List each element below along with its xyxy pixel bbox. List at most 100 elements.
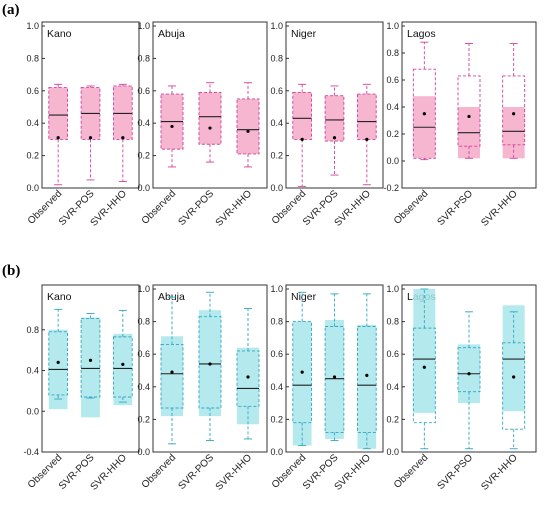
y-tick-label: 0.6 [26,86,39,96]
subplot-title: Kano [47,291,72,303]
y-tick-label: 0.6 [386,75,399,85]
subplot-title: Niger [291,28,317,40]
mean-marker [121,362,125,366]
category-label: SVR-HHO [479,452,520,493]
subplot-frame [41,21,140,189]
box-fill [292,92,312,140]
category-label: SVR-HHO [214,452,255,493]
mean-marker [170,370,174,374]
subplot-frame [285,21,384,189]
box-fill [292,321,312,446]
y-tick-label: 0.4 [137,382,150,392]
subplot-title: Niger [291,291,317,303]
y-tick-label: 0.0 [270,183,283,193]
mean-marker [422,112,426,116]
y-tick-label: 0.0 [386,156,399,166]
mean-marker [467,372,471,376]
mean-marker [56,136,60,140]
category-label: SVR-PSO [436,188,476,228]
y-tick-label: 0.2 [137,151,150,161]
category-label: SVR-POS [177,452,217,492]
box-fill [48,87,68,140]
subplot-title: Kano [47,28,72,40]
y-tick-label: 0.4 [137,118,150,128]
box-fill [113,85,133,140]
mean-marker [365,373,369,377]
y-tick-label: 0.2 [270,151,283,161]
panel-label-b: (b) [2,263,21,279]
y-tick-label: 0.4 [26,118,39,128]
subplot-frame [285,284,384,453]
y-tick-label: 0.8 [386,48,399,58]
mean-marker [208,126,212,130]
y-tick-label: 0.6 [270,349,283,359]
mean-marker [300,137,304,141]
subplot-frame [401,284,537,453]
y-tick-label: 0.6 [270,86,283,96]
box-fill [237,347,259,425]
category-label: Observed [140,188,178,226]
box-fill [502,305,525,412]
category-label: SVR-POS [177,188,217,228]
mean-marker [56,360,60,364]
box-fill [161,336,183,417]
box-fill [237,98,259,154]
y-tick-label: 0.0 [26,183,39,193]
y-tick-label: 1.0 [386,284,399,294]
y-tick-label: 0.6 [386,349,399,359]
mean-marker [467,114,471,119]
mean-marker [365,137,369,141]
subplot-frame [401,21,537,189]
box-outline [48,87,68,140]
y-tick-label: 0.2 [26,151,39,161]
box-fill [81,317,100,418]
category-label: SVR-PSO [436,452,476,492]
y-tick-label: 0.8 [26,53,39,63]
subplot-title: Lagos [407,28,436,40]
category-label: Observed [392,452,430,490]
panel-label-a: (a) [2,2,20,18]
mean-marker [422,365,426,369]
subplot-frame [152,284,268,453]
mean-marker [246,129,250,133]
y-tick-label: 0.0 [26,406,39,416]
y-tick-label: 1.0 [137,284,150,294]
mean-marker [332,136,337,140]
category-label: SVR-HHO [479,188,520,229]
y-tick-label: 0.8 [137,317,150,327]
box-outline [324,326,345,433]
box-fill [325,319,344,439]
category-label: Observed [140,452,178,490]
y-tick-label: 0.4 [386,102,399,112]
y-tick-label: -0.2 [383,183,399,193]
y-tick-label: 0.8 [386,317,399,327]
mean-marker [332,375,337,379]
box-fill [413,289,436,413]
subplot-frame [152,21,268,189]
y-tick-label: 0.2 [270,414,283,424]
y-tick-label: -0.4 [23,447,39,457]
subplot-frame [41,284,140,453]
box-outline [357,326,377,433]
y-tick-label: 1.0 [270,284,283,294]
category-label: SVR-HHO [214,188,255,229]
y-tick-label: 1.0 [137,21,150,31]
y-tick-label: 0.6 [137,349,150,359]
mean-marker [170,124,174,129]
mean-marker [88,358,93,362]
y-tick-label: 0.4 [270,382,283,392]
category-label: Observed [392,188,430,226]
box-fill [502,107,525,159]
box-fill [357,324,377,449]
y-tick-label: 0.2 [386,129,399,139]
y-tick-label: 0.4 [270,118,283,128]
y-tick-label: 0.8 [26,325,39,335]
mean-marker [300,370,304,374]
y-tick-label: 0.0 [137,183,150,193]
mean-marker [512,375,516,379]
y-tick-label: 0.8 [270,317,283,327]
y-tick-label: 0.0 [386,447,399,457]
y-tick-label: 1.0 [26,21,39,31]
y-tick-label: 0.8 [137,53,150,63]
